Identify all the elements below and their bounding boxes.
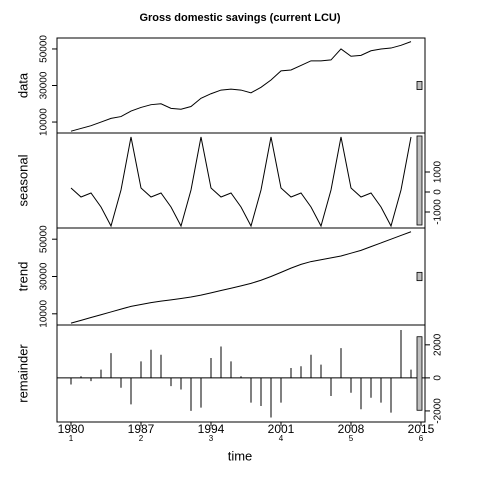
y-axis-label: trend: [15, 262, 30, 292]
x-tick-label: 2001: [268, 422, 295, 436]
y-tick-label: 10000: [39, 108, 50, 136]
y-tick-label: 10000: [39, 299, 50, 327]
x-tick-label: 1980: [58, 422, 85, 436]
y-tick-label: 0: [433, 375, 444, 381]
x-tick-sublabel: 2: [139, 434, 144, 443]
x-tick-label: 1994: [198, 422, 225, 436]
x-axis-label: time: [228, 448, 253, 463]
y-tick-label: 1000: [433, 160, 444, 183]
x-tick-sublabel: 4: [279, 434, 284, 443]
x-tick-sublabel: 3: [209, 434, 214, 443]
y-axis-label: seasonal: [15, 154, 30, 206]
y-tick-label: 50000: [39, 225, 50, 253]
y-tick-label: 0: [433, 189, 444, 195]
y-tick-label: 30000: [39, 262, 50, 290]
scale-bar: [416, 81, 423, 90]
chart-title: Gross domestic savings (current LCU): [139, 12, 340, 24]
panel-frame: [56, 324, 426, 423]
series-line: [70, 231, 412, 324]
scale-bar: [416, 135, 423, 226]
y-axis-label: data: [15, 72, 30, 98]
scale-bar: [416, 336, 423, 411]
y-tick-label: 30000: [39, 71, 50, 99]
y-axis-label: remainder: [15, 344, 30, 403]
series-line: [70, 136, 412, 228]
series-line: [70, 41, 412, 132]
x-tick-label: 2015: [408, 422, 435, 436]
panel-frame: [56, 132, 426, 229]
x-tick-sublabel: 5: [349, 434, 354, 443]
x-tick-label: 1987: [128, 422, 155, 436]
y-tick-label: 50000: [39, 35, 50, 63]
y-tick-label: -1000: [433, 199, 444, 225]
x-tick-sublabel: 6: [419, 434, 424, 443]
panel-frame: [56, 37, 426, 134]
x-tick-sublabel: 1: [69, 434, 74, 443]
y-tick-label: 2000: [433, 333, 444, 356]
y-tick-label: -2000: [433, 398, 444, 424]
x-tick-label: 2008: [338, 422, 365, 436]
panel-frame: [56, 227, 426, 326]
scale-bar: [416, 271, 423, 282]
